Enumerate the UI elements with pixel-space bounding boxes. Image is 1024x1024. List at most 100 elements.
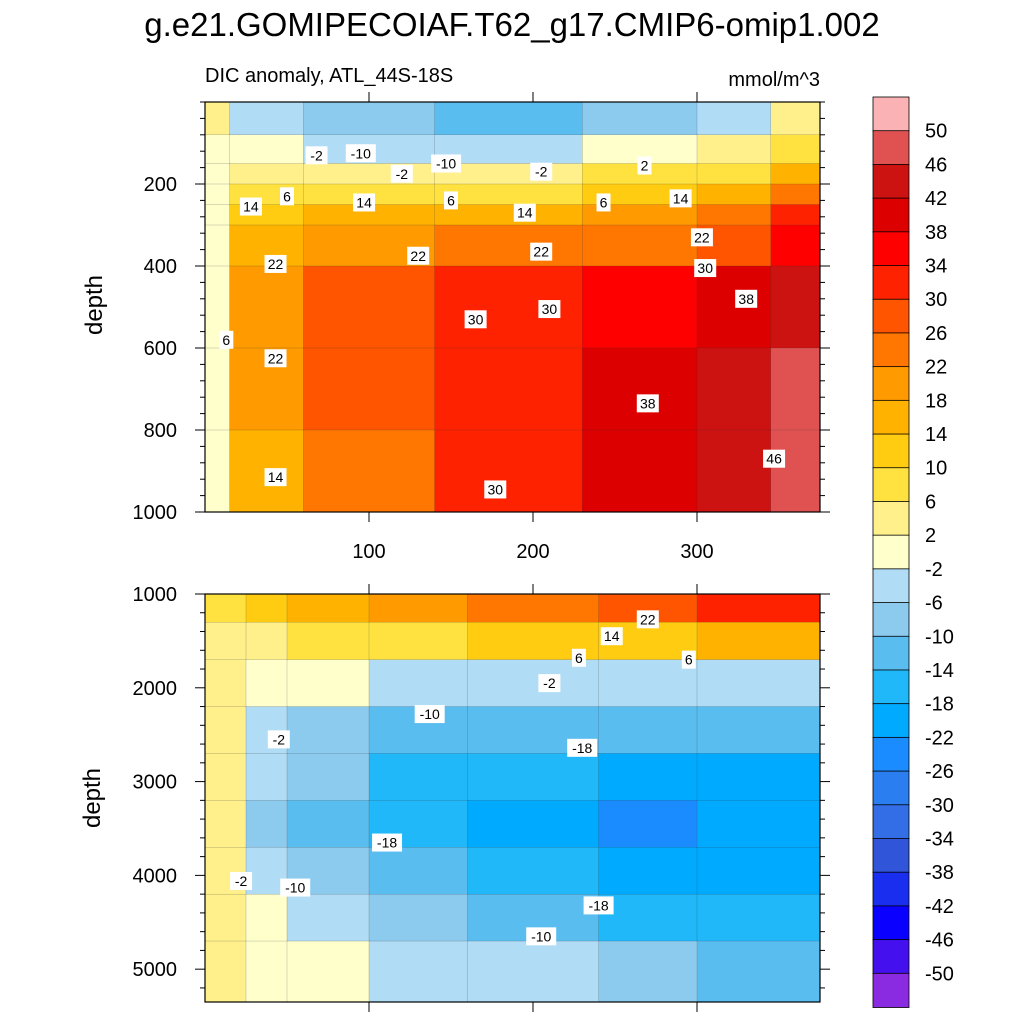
svg-text:-2: -2 — [235, 873, 248, 889]
colorbar-swatch — [872, 871, 910, 907]
colorbar-label: -6 — [925, 593, 943, 615]
heat-cell — [286, 940, 370, 1002]
contour-label: 14 — [239, 197, 262, 216]
svg-text:-10: -10 — [531, 928, 551, 944]
heat-cell — [467, 940, 600, 1002]
heat-cell — [770, 134, 820, 165]
heat-cell — [598, 940, 698, 1002]
heat-cell — [467, 800, 600, 848]
heat-cell — [696, 134, 772, 165]
heat-cell — [205, 347, 231, 431]
colorbar-label: 10 — [925, 458, 947, 480]
contour-label: 22 — [530, 242, 553, 261]
colorbar-swatch — [872, 332, 910, 368]
colorbar-label: -46 — [925, 930, 954, 952]
svg-text:22: 22 — [268, 350, 284, 366]
plot-frame — [204, 101, 821, 513]
colorbar-swatch — [872, 164, 910, 200]
svg-text:6: 6 — [283, 188, 291, 204]
svg-text:38: 38 — [640, 395, 656, 411]
heat-cell — [434, 102, 583, 136]
contour-label: -2 — [267, 730, 290, 749]
heat-cell — [245, 893, 288, 942]
main-title: g.e21.GOMIPECOIAF.T62_g17.CMIP6-omip1.00… — [144, 6, 880, 43]
svg-text:14: 14 — [243, 199, 259, 215]
contour-label: 38 — [735, 289, 758, 308]
heat-cell — [770, 102, 820, 136]
y-tick-label: 1000 — [133, 584, 178, 606]
colorbar-swatch — [872, 298, 910, 334]
heat-cell — [205, 893, 247, 942]
lower-panel: 1000 2000 3000 4000 5000 22 14 6 6 -2 -10 -2 -18 -18 -… — [133, 584, 830, 1012]
colorbar-swatch — [872, 433, 910, 469]
heat-cell — [582, 102, 698, 136]
heat-cell — [696, 800, 820, 848]
heat-cell — [467, 847, 600, 895]
contour-label: -10 — [345, 144, 376, 163]
heat-cell — [582, 134, 698, 165]
units-label: mmol/m^3 — [728, 69, 820, 91]
heat-cell — [229, 265, 305, 349]
svg-text:-2: -2 — [273, 731, 286, 747]
svg-text:-10: -10 — [351, 145, 371, 161]
colorbar-label: 38 — [925, 222, 947, 244]
contour-label: 6 — [444, 191, 458, 210]
colorbar-swatch — [872, 130, 910, 166]
heat-cell — [205, 134, 231, 165]
plot-frame — [204, 593, 821, 1003]
contour-label: 6 — [219, 330, 234, 349]
heat-cell — [770, 224, 820, 267]
heat-cell — [467, 659, 600, 708]
contour-label: 6 — [596, 193, 611, 212]
colorbar-label: -10 — [925, 626, 954, 648]
heat-cell — [696, 893, 820, 942]
heat-cell — [205, 429, 231, 512]
contour-label: 46 — [763, 449, 786, 468]
contour-label: 22 — [690, 228, 713, 247]
y-tick-label: 600 — [144, 338, 177, 360]
svg-text:2: 2 — [641, 158, 649, 174]
heat-cell — [368, 659, 469, 708]
heat-cell — [286, 800, 370, 848]
contour-label: 22 — [264, 254, 287, 273]
contour-label: -18 — [372, 833, 403, 852]
heat-cell — [770, 163, 820, 185]
contour-label: 2 — [637, 156, 652, 175]
colorbar-label: -2 — [925, 559, 943, 581]
heat-cell — [205, 204, 231, 226]
colorbar-swatch — [872, 635, 910, 671]
heat-cell — [696, 265, 772, 349]
contour-label: 30 — [484, 480, 507, 499]
colorbar: 50 46 42 38 34 30 26 22 18 14 10 6 2 -2 -6 -10 -14 -18 -22… — [872, 96, 954, 1008]
heat-cell — [205, 940, 247, 1002]
heat-cell — [696, 847, 820, 895]
svg-text:30: 30 — [542, 301, 558, 317]
colorbar-swatch — [872, 568, 910, 604]
heat-cell — [582, 429, 698, 512]
heat-cell — [582, 265, 698, 349]
heat-cell — [434, 224, 583, 267]
contour-label: -2 — [530, 162, 553, 181]
svg-text:-10: -10 — [436, 156, 456, 172]
heat-cell — [205, 183, 231, 206]
heat-cell — [368, 940, 469, 1002]
y-tick-label: 5000 — [133, 959, 178, 981]
contour-label: 14 — [513, 203, 536, 222]
y-tick-label: 4000 — [133, 865, 178, 887]
colorbar-label: 22 — [925, 357, 947, 379]
svg-text:6: 6 — [575, 650, 583, 666]
heat-cell — [696, 204, 772, 226]
y-tick-label: 3000 — [133, 772, 178, 794]
svg-text:22: 22 — [268, 256, 284, 272]
svg-text:30: 30 — [468, 311, 484, 327]
contour-label: 6 — [280, 187, 294, 206]
heat-cell — [368, 594, 469, 623]
svg-text:-2: -2 — [396, 166, 409, 182]
colorbar-label: 46 — [925, 154, 947, 176]
svg-text:22: 22 — [640, 611, 656, 627]
colorbar-label: 26 — [925, 323, 947, 345]
colorbar-label: -38 — [925, 862, 954, 884]
colorbar-swatch — [872, 972, 910, 1008]
svg-text:-18: -18 — [588, 897, 608, 913]
